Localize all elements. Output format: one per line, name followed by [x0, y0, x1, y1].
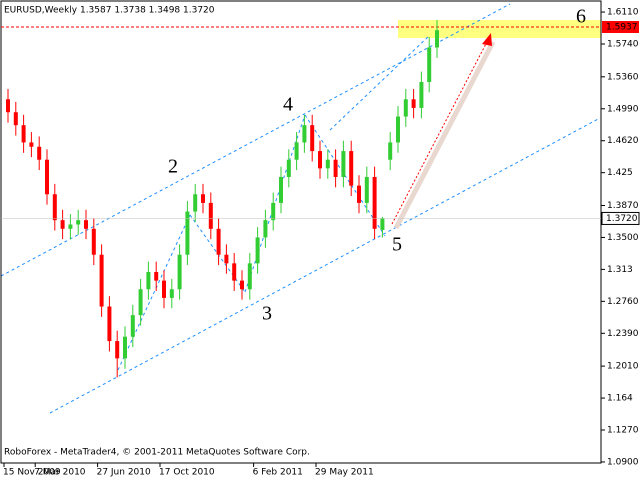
- y-tick-label: 1.3500: [607, 233, 639, 243]
- candle-body: [130, 315, 135, 337]
- candle-body: [68, 224, 73, 229]
- candle-body: [224, 254, 229, 264]
- candle-body: [6, 99, 10, 113]
- candle-body: [419, 82, 424, 108]
- last-price-box: [601, 211, 640, 225]
- candle-body: [279, 176, 283, 203]
- last-price-label: 1.3720: [606, 214, 638, 224]
- candle-body: [45, 159, 49, 195]
- candle-body: [201, 194, 205, 203]
- candle-body: [263, 220, 268, 238]
- candle-body: [427, 47, 432, 83]
- y-tick-label: 1.0900: [607, 457, 639, 467]
- candle-body: [60, 220, 65, 229]
- candle-body: [372, 176, 377, 229]
- level-label-box: [602, 20, 639, 33]
- candle-body: [255, 237, 260, 264]
- candle-body: [357, 185, 361, 203]
- wave-label: 3: [262, 303, 272, 325]
- candle-body: [52, 194, 57, 221]
- candle-body: [411, 99, 416, 108]
- candle-body: [403, 99, 408, 117]
- y-tick-label: 1.425: [607, 168, 633, 178]
- candle-body: [240, 280, 244, 290]
- y-tick-label: 1.5740: [607, 40, 639, 50]
- wave-label: 2: [168, 156, 178, 178]
- y-tick-label: 1.164: [607, 394, 633, 404]
- candle-body: [302, 125, 307, 143]
- chart-title: EURUSD,Weekly 1.3587 1.3738 1.3498 1.372…: [4, 6, 215, 16]
- candle-body: [364, 176, 369, 203]
- candle-body: [162, 280, 166, 298]
- candle-body: [208, 202, 213, 229]
- x-tick-label: 29 May 2011: [315, 468, 374, 478]
- candle-body: [325, 159, 330, 169]
- candle-body: [396, 116, 400, 143]
- candle-body: [37, 146, 42, 160]
- x-tick-label: 15 Nov 2009: [3, 468, 61, 478]
- candle-body: [247, 263, 252, 290]
- candle-body: [91, 228, 96, 255]
- wave-label: 6: [576, 6, 586, 28]
- candle-body: [146, 271, 151, 290]
- candle-body: [21, 125, 26, 143]
- candle-body: [29, 142, 34, 147]
- candle-body: [232, 263, 237, 281]
- x-tick-label: 7 Mar 2010: [34, 468, 86, 478]
- candle-body: [107, 306, 112, 342]
- candle-body: [380, 218, 385, 230]
- candle-body: [185, 211, 190, 255]
- y-tick-label: 1.2760: [607, 297, 639, 307]
- candle-body: [271, 202, 276, 221]
- y-tick-label: 1.4620: [607, 136, 639, 146]
- x-tick-label: 17 Oct 2010: [159, 468, 215, 478]
- target-zone: [398, 20, 601, 38]
- candle-body: [310, 125, 315, 152]
- candle-body: [115, 341, 120, 359]
- candle-body: [169, 289, 174, 298]
- candle-body: [349, 151, 354, 186]
- candle-body: [123, 336, 127, 359]
- candle-body: [388, 142, 393, 160]
- x-tick-label: 6 Feb 2011: [253, 468, 303, 478]
- candle-body: [138, 289, 143, 316]
- candle-body: [154, 271, 159, 281]
- y-tick-label: 1.313: [607, 265, 633, 275]
- candle-body: [99, 254, 104, 307]
- candle-body: [216, 228, 221, 255]
- candle-body: [13, 112, 18, 126]
- candle-body: [84, 220, 88, 229]
- y-tick-label: 1.5360: [607, 72, 639, 82]
- y-tick-label: 1.1270: [607, 426, 639, 436]
- candle-body: [435, 30, 439, 48]
- y-tick-label: 1.3870: [607, 201, 639, 211]
- candle-body: [193, 194, 198, 212]
- y-tick-label: 1.4990: [607, 104, 639, 114]
- wave-label: 4: [283, 94, 293, 116]
- y-tick-label: 1.2010: [607, 362, 639, 372]
- y-tick-label: 1.6110: [607, 8, 639, 18]
- candle-body: [341, 151, 346, 177]
- y-tick-label: 1.2390: [607, 329, 639, 339]
- candle-body: [286, 159, 291, 177]
- candle-body: [177, 254, 182, 290]
- wave-label: 5: [392, 234, 402, 256]
- plot-frame: [0, 0, 602, 464]
- footer: RoboForex - MetaTrader4, © 2001-2011 Met…: [4, 448, 310, 458]
- candle-body: [76, 220, 81, 225]
- level-label: 1.5937: [606, 22, 638, 32]
- candle-body: [333, 159, 338, 177]
- candle-body: [294, 142, 299, 160]
- x-tick-label: 27 Jun 2010: [97, 468, 151, 478]
- forecast-arrow: [391, 33, 496, 230]
- candle-body: [318, 151, 322, 169]
